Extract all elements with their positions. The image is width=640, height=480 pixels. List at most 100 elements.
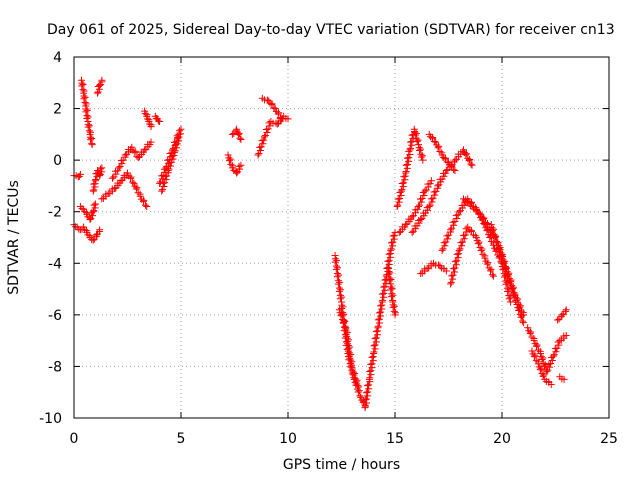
data-point: [166, 159, 174, 167]
data-point: [548, 357, 556, 365]
series-prn-ac: [487, 221, 527, 327]
data-point: [133, 184, 141, 192]
data-point: [459, 238, 467, 246]
data-point: [519, 317, 527, 325]
data-point: [86, 215, 94, 223]
data-point: [455, 208, 463, 216]
data-point: [263, 129, 271, 137]
series-prn-u: [393, 125, 427, 211]
data-point: [507, 298, 515, 306]
data-point: [236, 134, 244, 142]
data-point: [499, 253, 507, 261]
data-point: [507, 283, 515, 291]
y-tick-label: 2: [53, 102, 62, 118]
data-point: [98, 76, 106, 84]
data-point: [396, 195, 404, 203]
data-point: [262, 126, 270, 134]
data-point: [558, 311, 566, 319]
data-point: [449, 218, 457, 226]
data-point: [121, 151, 129, 159]
data-point: [472, 234, 480, 241]
data-point: [331, 258, 339, 266]
data-point: [164, 166, 172, 174]
data-point: [175, 133, 183, 141]
data-point: [428, 198, 436, 206]
data-point: [519, 319, 527, 327]
data-point: [426, 180, 434, 188]
data-point: [367, 360, 375, 368]
data-point: [454, 211, 462, 219]
data-point: [336, 309, 344, 317]
data-point: [400, 173, 408, 181]
data-point: [398, 186, 406, 194]
data-point: [237, 136, 245, 144]
data-point: [460, 235, 468, 243]
data-points: [70, 76, 570, 412]
data-point: [546, 363, 554, 371]
data-point: [434, 182, 442, 190]
data-point: [228, 130, 236, 138]
data-point: [339, 316, 347, 324]
series-prn-ag: [556, 373, 568, 383]
data-point: [430, 137, 438, 145]
data-point: [488, 271, 496, 279]
data-point: [366, 374, 374, 382]
data-point: [256, 146, 264, 154]
data-point: [368, 353, 376, 361]
data-point: [226, 155, 234, 163]
data-point: [127, 174, 135, 182]
data-point: [530, 337, 538, 345]
data-point: [379, 290, 387, 298]
data-point: [174, 134, 182, 142]
data-point: [274, 110, 282, 118]
data-point: [381, 282, 389, 290]
data-point: [171, 148, 179, 156]
data-point: [487, 265, 495, 273]
data-point: [524, 324, 532, 332]
data-point: [490, 231, 498, 239]
data-point: [500, 259, 508, 267]
data-point: [139, 198, 147, 206]
data-point: [413, 205, 421, 213]
data-point: [453, 257, 461, 265]
data-point: [484, 259, 492, 267]
data-point: [387, 286, 395, 294]
y-axis-label: SDTVAR / TECUs: [6, 180, 22, 295]
data-point: [351, 375, 359, 383]
data-point: [560, 375, 568, 383]
data-point: [233, 169, 241, 177]
data-point: [354, 382, 362, 390]
data-point: [176, 127, 184, 135]
data-point: [387, 246, 395, 254]
data-point: [455, 246, 463, 254]
data-point: [89, 208, 97, 216]
data-point: [537, 353, 545, 361]
data-point: [384, 257, 392, 265]
data-point: [255, 150, 263, 158]
data-point: [447, 226, 455, 234]
data-point: [466, 155, 474, 163]
series-prn-af: [554, 306, 570, 324]
data-point: [389, 232, 397, 240]
series-prn-t: [385, 264, 399, 319]
data-point: [443, 232, 451, 240]
data-point: [124, 169, 131, 177]
data-point: [92, 231, 100, 239]
data-point: [445, 231, 453, 239]
data-point: [156, 117, 164, 125]
data-point: [387, 245, 395, 253]
data-point: [562, 307, 570, 315]
data-point: [554, 338, 562, 346]
data-point: [130, 179, 138, 187]
data-point: [276, 114, 284, 122]
data-point: [169, 155, 177, 163]
data-point: [161, 179, 169, 187]
data-point: [161, 173, 169, 181]
data-point: [435, 142, 443, 150]
data-point: [141, 146, 149, 154]
data-point: [351, 370, 359, 378]
data-point: [441, 242, 449, 250]
data-point: [159, 179, 167, 187]
y-tick-label: 4: [53, 50, 62, 66]
data-point: [410, 125, 418, 133]
